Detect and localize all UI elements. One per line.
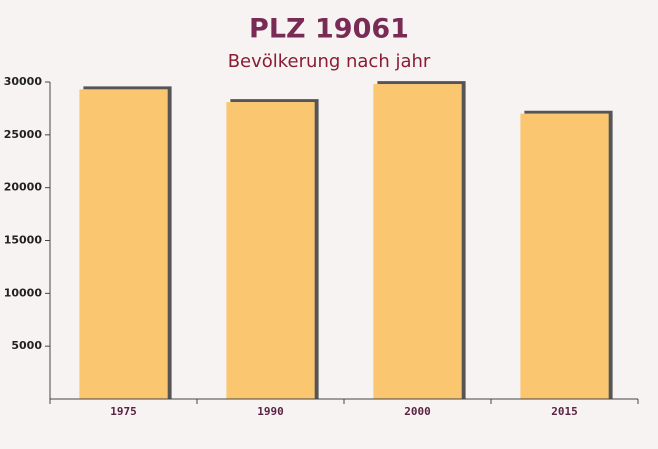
- x-tick-label: 2015: [551, 405, 578, 418]
- x-tick-label: 1990: [257, 405, 284, 418]
- y-tick-label: 5000: [11, 339, 42, 352]
- bar: [226, 102, 315, 400]
- x-tick-label: 2000: [404, 405, 431, 418]
- x-tick-label: 1975: [110, 405, 137, 418]
- chart-subtitle: Bevölkerung nach jahr: [228, 51, 431, 72]
- y-tick-label: 10000: [4, 286, 43, 299]
- y-tick-label: 25000: [4, 128, 43, 141]
- y-tick-label: 30000: [4, 75, 43, 88]
- y-tick-label: 15000: [4, 234, 43, 247]
- y-tick-label: 20000: [4, 181, 43, 194]
- bar: [79, 89, 168, 399]
- bar: [520, 113, 609, 399]
- bar: [373, 84, 462, 399]
- chart-title: PLZ 19061: [249, 14, 409, 45]
